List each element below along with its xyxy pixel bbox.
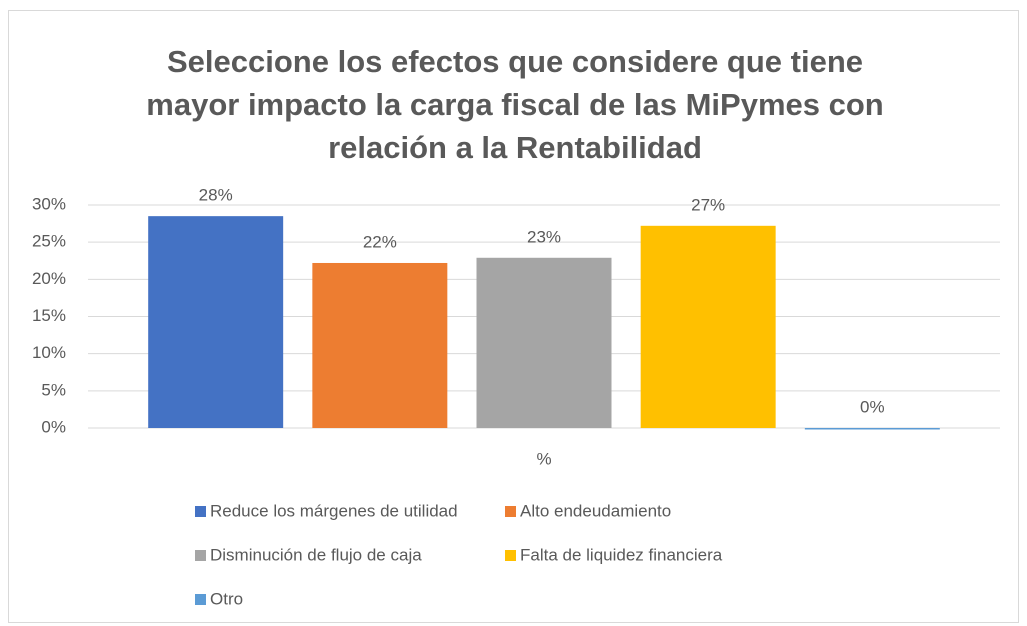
legend-label: Reduce los márgenes de utilidad xyxy=(210,501,458,520)
data-label: 23% xyxy=(527,227,561,246)
legend-label: Otro xyxy=(210,589,243,608)
data-label: 28% xyxy=(199,186,233,205)
legend-swatch xyxy=(195,506,206,517)
y-tick-label: 15% xyxy=(32,306,66,325)
legend-swatch xyxy=(505,550,516,561)
chart-title: Seleccione los efectos que considere que… xyxy=(146,44,884,165)
bar xyxy=(476,257,612,428)
legend-swatch xyxy=(195,594,206,605)
bar xyxy=(148,216,284,428)
data-label: 27% xyxy=(691,195,725,214)
y-tick-label: 5% xyxy=(41,380,66,399)
y-tick-label: 0% xyxy=(41,417,66,436)
bar xyxy=(312,262,448,428)
y-tick-label: 30% xyxy=(32,194,66,213)
data-label: 0% xyxy=(860,397,885,416)
y-tick-label: 20% xyxy=(32,269,66,288)
legend-label: Falta de liquidez financiera xyxy=(520,545,723,564)
legend-label: Alto endeudamiento xyxy=(520,501,671,520)
legend-label: Disminución de flujo de caja xyxy=(210,545,422,564)
bar xyxy=(804,428,940,430)
y-tick-label: 25% xyxy=(32,232,66,251)
legend-swatch xyxy=(195,550,206,561)
x-tick-label: % xyxy=(536,449,551,468)
legend-swatch xyxy=(505,506,516,517)
bar xyxy=(640,225,776,428)
data-label: 22% xyxy=(363,232,397,251)
y-tick-label: 10% xyxy=(32,343,66,362)
